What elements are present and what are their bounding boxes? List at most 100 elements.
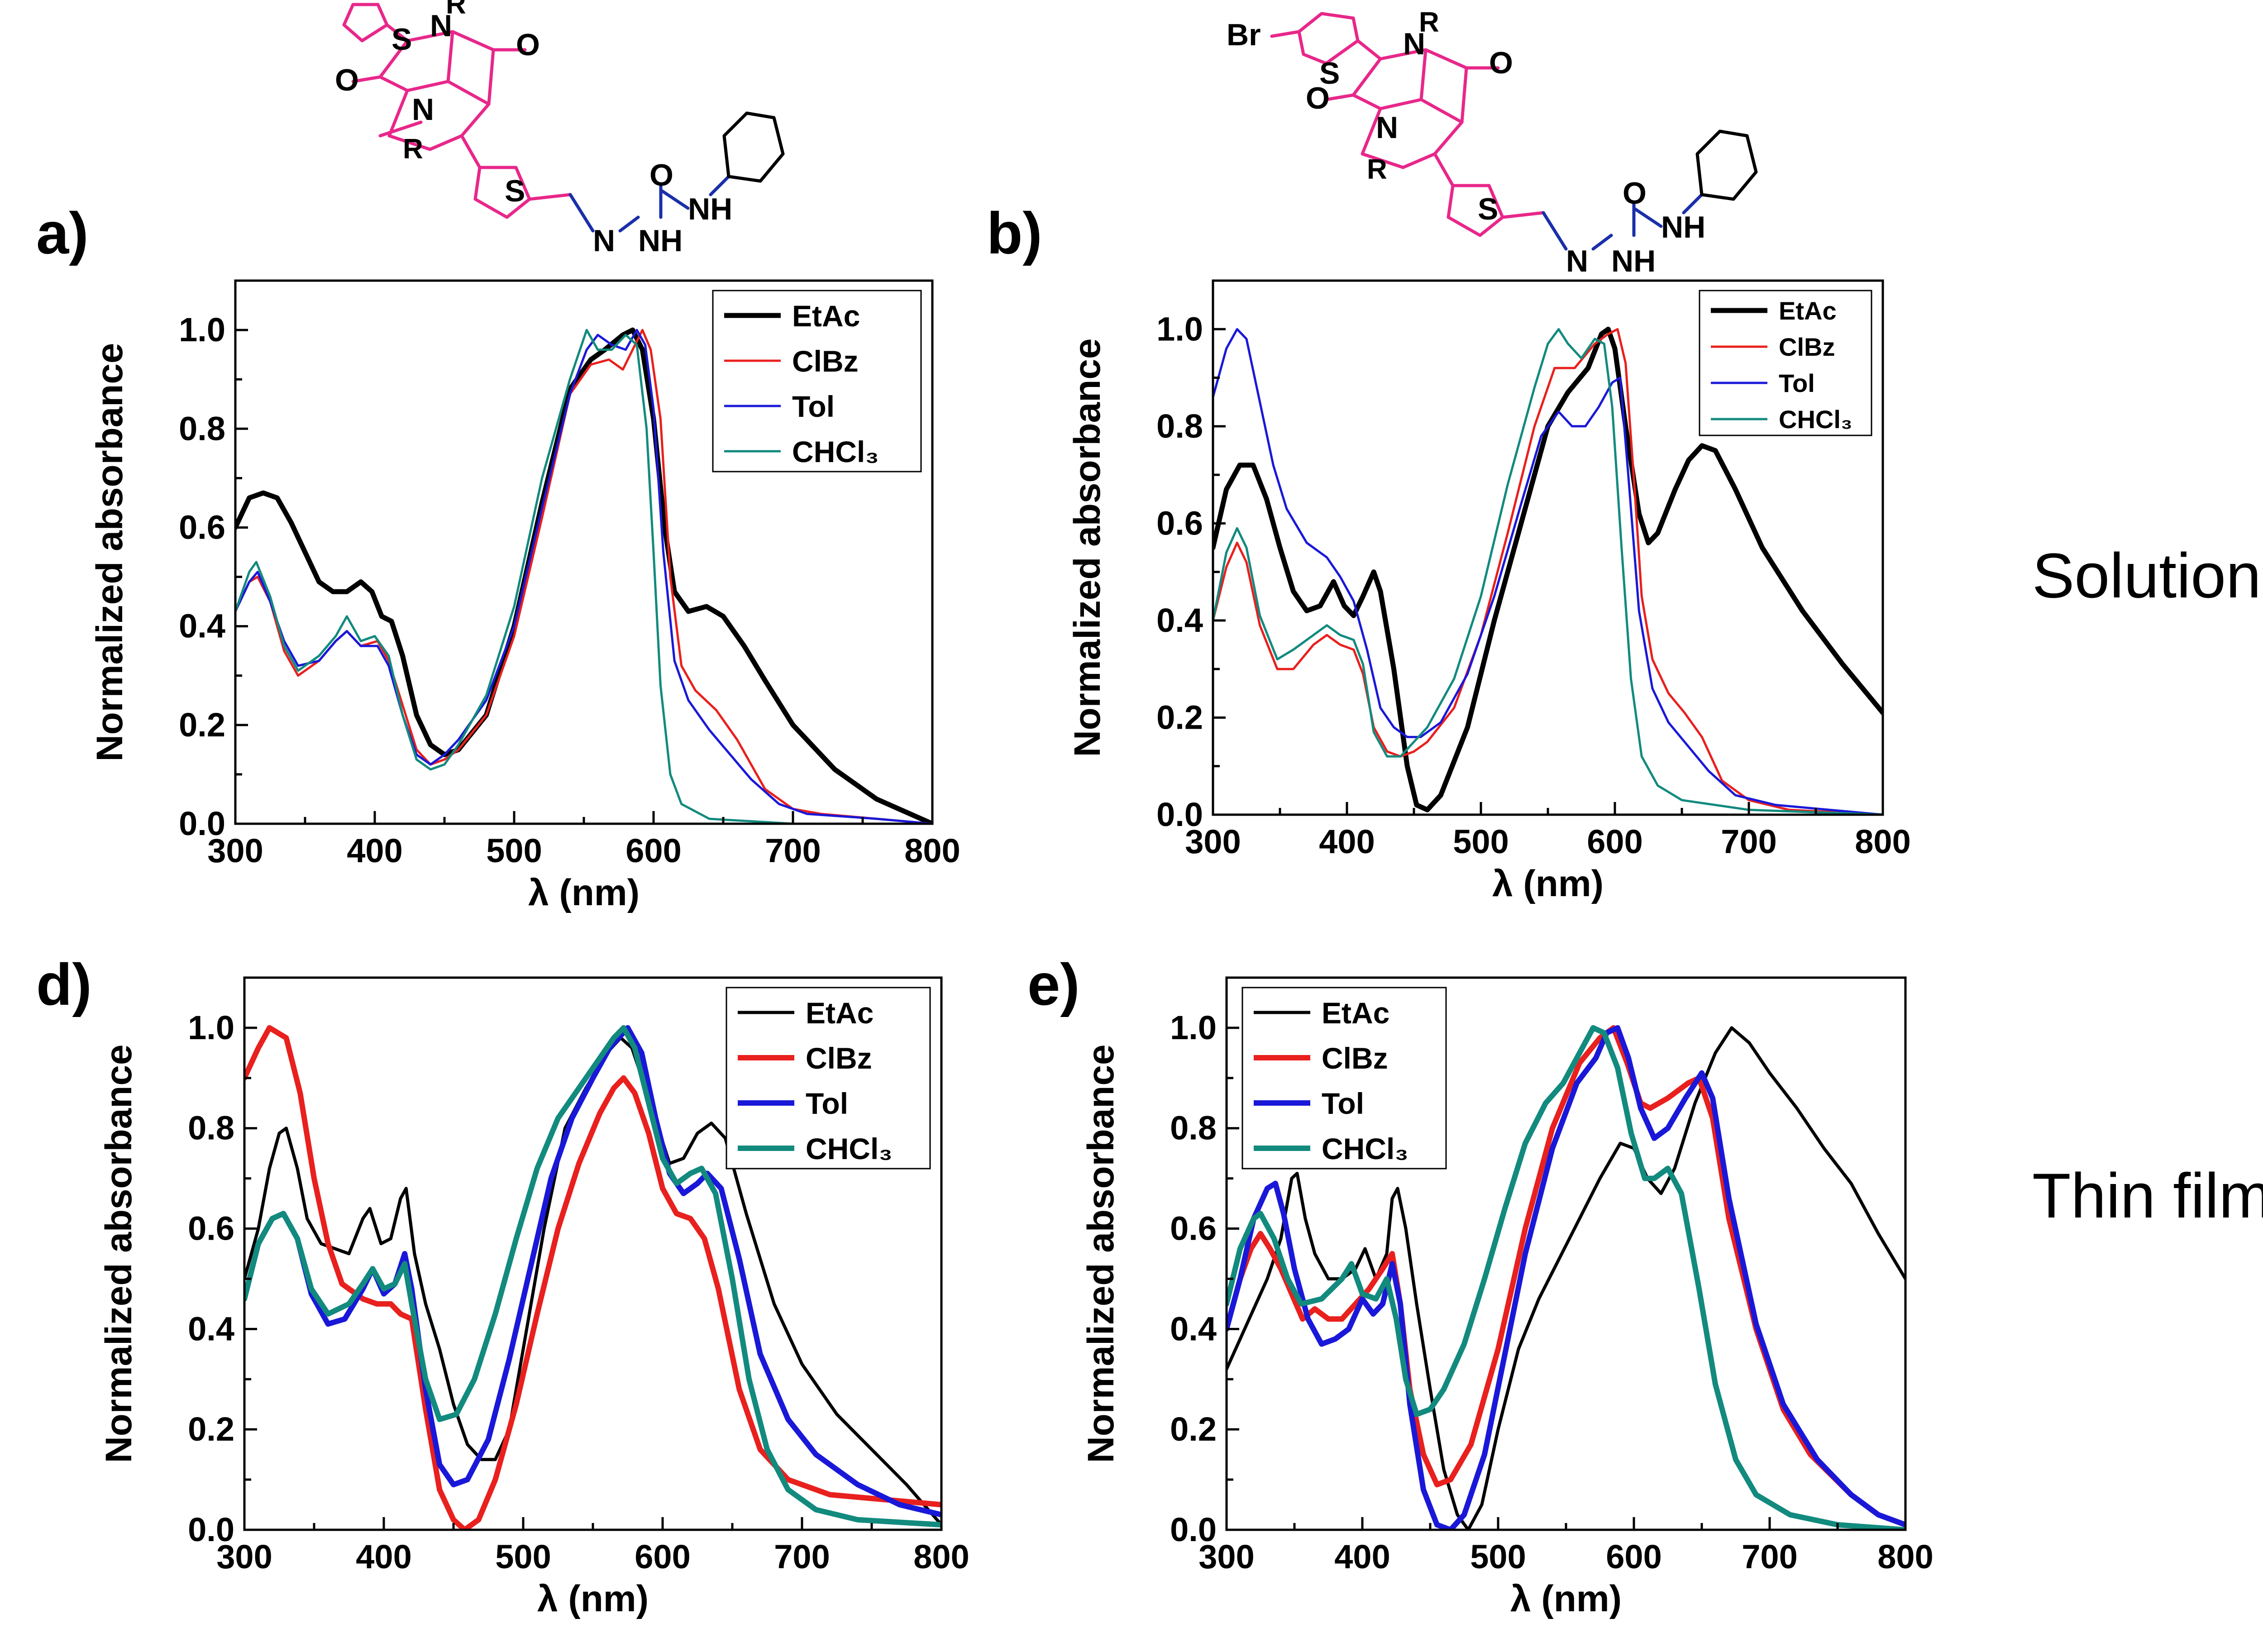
x-tick-label: 400	[1334, 1538, 1390, 1576]
series-line-tol	[1213, 328, 1883, 815]
nh-group: NH	[1611, 244, 1656, 278]
panel-label: b)	[987, 200, 1042, 266]
linker-bonds	[568, 175, 730, 233]
thiophene-ring	[1447, 184, 1504, 237]
phenyl-ring	[1695, 129, 1758, 201]
oxygen-atom: O	[335, 63, 359, 97]
y-tick-label: 0.2	[179, 706, 225, 744]
solution-label: Solution	[2032, 540, 2261, 611]
x-tick-label: 600	[1606, 1538, 1661, 1576]
y-tick-label: 1.0	[179, 311, 225, 349]
y-tick-label: 0.2	[1156, 698, 1203, 736]
series-line-tol	[244, 1025, 941, 1518]
x-tick-label: 800	[904, 832, 960, 869]
x-tick-label: 700	[774, 1538, 830, 1576]
nh-group: NH	[638, 224, 683, 258]
x-tick-label: 300	[216, 1538, 272, 1576]
phenyl-ring	[722, 111, 785, 183]
bond	[1591, 234, 1613, 251]
series-lines	[1227, 1025, 1905, 1530]
oxygen-atom: O	[1306, 81, 1330, 115]
x-tick-label: 500	[495, 1538, 551, 1576]
legend-label-tol: Tol	[1322, 1087, 1364, 1120]
y-tick-label: 0.2	[1170, 1410, 1217, 1448]
nitrogen-atom: N	[1376, 110, 1398, 145]
legend-label-clbz: ClBz	[1779, 333, 1835, 361]
y-tick-label: 0.6	[1156, 504, 1203, 542]
series-line-tol	[1227, 1025, 1905, 1530]
legend-box	[1241, 987, 1447, 1170]
x-axis-label: λ (nm)	[528, 872, 640, 913]
nitrogen-atom: N	[593, 224, 615, 258]
chart-panel-a: a) 300 400 500 600 700 800 0.0 0.2 0.4 0.6 0.8 1.0 λ …	[36, 200, 960, 913]
nh-group: NH	[688, 192, 732, 226]
bond	[528, 193, 572, 201]
y-tick-label: 0.8	[1170, 1109, 1217, 1147]
r-group: R	[446, 0, 466, 20]
series-line-tol	[235, 329, 932, 824]
y-tick-label: 0.4	[1170, 1310, 1217, 1347]
y-tick-label: 0.0	[179, 805, 225, 842]
y-tick-label: 0.6	[1170, 1210, 1217, 1247]
y-tick-label: 0.2	[188, 1410, 234, 1448]
bond	[387, 89, 409, 138]
legend: EtAc ClBz Tol CHCl₃	[1241, 987, 1447, 1170]
legend: EtAc ClBz Tol CHCl₃	[1699, 290, 1872, 436]
molecule-structure-b: Br S N N R R O O S O N NH NH	[1227, 7, 1758, 278]
legend-label-clbz: ClBz	[1322, 1041, 1388, 1075]
sulfur-atom: S	[1478, 192, 1498, 226]
bond	[1433, 152, 1455, 187]
bond	[1270, 30, 1301, 38]
series-line-clbz	[1227, 1025, 1905, 1528]
bond	[378, 120, 423, 138]
legend-box	[1699, 290, 1872, 436]
y-tick-label: 0.6	[188, 1210, 234, 1247]
y-tick-label: 0.4	[188, 1310, 234, 1347]
legend-label-chcl3: CHCl₃	[792, 435, 879, 468]
series-line-chcl3	[1227, 1025, 1905, 1530]
x-axis-label: λ (nm)	[1492, 863, 1604, 904]
nitrogen-atom: N	[1566, 244, 1588, 278]
x-axis-label: λ (nm)	[1510, 1578, 1622, 1619]
bond	[659, 188, 690, 210]
x-tick-label: 400	[1319, 823, 1375, 860]
chart-panel-b: b) 300 400 500 600 700 800 0.0 0.2 0.4 0.6 0.8 1.0 λ …	[987, 200, 1911, 904]
oxygen-atom: O	[516, 28, 540, 62]
x-tick-label: 400	[347, 832, 402, 869]
sulfur-atom: S	[391, 22, 412, 57]
x-tick-label: 600	[1587, 823, 1642, 860]
x-tick-label: 800	[913, 1538, 969, 1576]
nh-group: NH	[1661, 210, 1705, 244]
chart-panel-e: e) 300 400 500 600 700 800 0.0 0.2 0.4 0.6 0.8 1.0 λ …	[1027, 951, 1934, 1619]
thiophene-ring	[342, 3, 389, 43]
legend-label-etac: EtAc	[792, 299, 860, 333]
legend-label-etac: EtAc	[806, 996, 874, 1030]
y-tick-label: 1.0	[1156, 310, 1203, 348]
legend-box	[726, 987, 931, 1170]
y-tick-label: 0.6	[179, 508, 225, 546]
bromine-atom: Br	[1227, 18, 1261, 52]
series-line-etac	[244, 1036, 941, 1527]
bond	[385, 23, 409, 43]
atom-labels: S N N R R O O S O N NH NH	[335, 0, 732, 258]
y-axis-label: Normalized absorbance	[89, 343, 130, 761]
x-tick-label: 500	[486, 832, 542, 869]
x-tick-label: 600	[625, 832, 681, 869]
bond	[1501, 211, 1545, 219]
x-tick-label: 700	[1742, 1538, 1797, 1576]
oxygen-atom: O	[1489, 46, 1513, 80]
series-line-chcl3	[244, 1025, 941, 1528]
bond	[709, 175, 730, 196]
legend: EtAc ClBz Tol CHCl₃	[712, 290, 922, 473]
legend-label-tol: Tol	[792, 390, 835, 423]
x-tick-label: 700	[765, 832, 821, 869]
y-tick-label: 0.0	[1156, 796, 1203, 833]
y-axis-label: Normalized absorbance	[1080, 1044, 1122, 1463]
bond	[618, 215, 640, 233]
series-line-etac	[1227, 1026, 1905, 1530]
dpp-lower	[1361, 107, 1464, 169]
legend: EtAc ClBz Tol CHCl₃	[726, 987, 931, 1170]
x-tick-label: 400	[356, 1538, 411, 1576]
dpp-ring-right	[446, 30, 495, 106]
